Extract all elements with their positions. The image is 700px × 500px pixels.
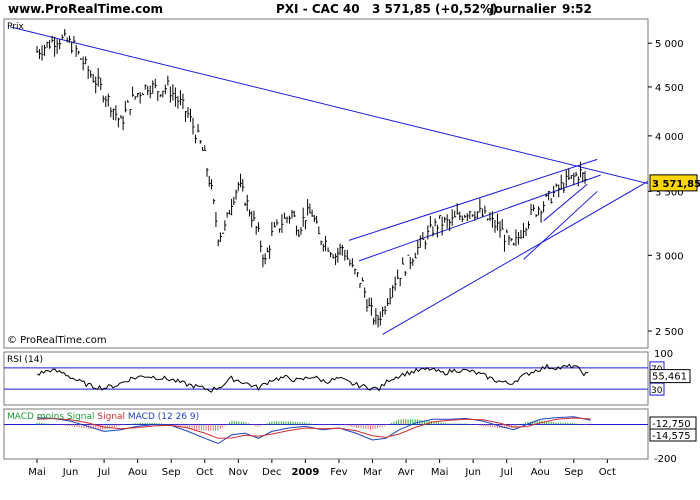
trendline <box>358 174 601 262</box>
x-tick-label: Nov <box>229 467 249 478</box>
price-tick-label: 3 500 <box>655 187 684 198</box>
x-tick-label: Jul <box>500 467 513 478</box>
x-tick-label: Mai <box>28 467 46 478</box>
trendlines <box>10 26 648 335</box>
last-price-badge <box>649 174 698 192</box>
x-tick-label: Jun <box>62 467 79 478</box>
rsi-last-badge <box>649 369 691 384</box>
macd-title-part: Signal <box>97 412 125 422</box>
x-tick-label: Dec <box>262 467 281 478</box>
macd-signal-line <box>36 417 591 439</box>
price-tick-label: 2 500 <box>655 327 684 338</box>
period-label: Journalier <box>490 2 557 16</box>
macd-title-part: MACD moins Signal <box>7 412 95 422</box>
x-tick-label: Aou <box>531 467 550 478</box>
price-change: 3 571,85 (+0,52%) <box>372 2 498 16</box>
rsi-tick-100: 100 <box>654 349 673 360</box>
x-tick-label: Aou <box>128 467 147 478</box>
price-panel-label: Prix <box>7 22 24 32</box>
x-tick-label: Jun <box>464 467 481 478</box>
rsi-line <box>36 363 589 393</box>
macd-title-part: MACD (12 26 9) <box>128 412 199 422</box>
watermark: © ProRealTime.com <box>7 335 107 346</box>
macd-panel <box>3 408 649 460</box>
price-tick-label: 4 500 <box>655 83 684 94</box>
price-tick-label: 4 000 <box>655 132 684 143</box>
price-tick-label: 5 000 <box>655 39 684 50</box>
rsi-tick-30: 30 <box>651 386 663 396</box>
trendline <box>10 26 648 185</box>
rsi-last-label: 55,461 <box>652 372 687 383</box>
price-series <box>36 29 587 328</box>
instrument-title: PXI - CAC 40 <box>276 2 360 16</box>
macd-histogram <box>36 419 590 431</box>
x-tick-label: Mar <box>363 467 383 478</box>
x-tick-label: Oct <box>196 467 213 478</box>
trendline <box>348 158 598 241</box>
x-tick-label: Sep <box>162 467 181 478</box>
x-tick-label: Jul <box>97 467 110 478</box>
x-tick-label: Fev <box>330 467 347 478</box>
x-tick-label: Sep <box>564 467 583 478</box>
x-tick-label: Mai <box>431 467 449 478</box>
last-price-label: 3 571,85 <box>652 179 700 190</box>
site-label[interactable]: www.ProRealTime.com <box>8 2 163 16</box>
rsi-title: RSI (14) <box>7 355 43 365</box>
macd-title: MACD moins Signal Signal MACD (12 26 9) <box>7 412 199 422</box>
macd-value-badge <box>649 428 697 442</box>
x-tick-label: Oct <box>599 467 616 478</box>
macd-value-label: -14,575 <box>652 431 691 442</box>
trendline <box>382 180 648 335</box>
trendline <box>523 190 598 260</box>
time-label: 9:52 <box>562 2 592 16</box>
rsi-panel <box>3 351 649 406</box>
trendline <box>543 183 588 222</box>
macd-value-label: -12,750 <box>652 419 691 430</box>
x-tick-label: Avr <box>398 467 415 478</box>
macd-tick-neg200: -200 <box>654 454 677 465</box>
price-tick-label: 3 000 <box>655 251 684 262</box>
x-tick-label: 2009 <box>291 467 319 478</box>
price-panel <box>3 18 649 349</box>
